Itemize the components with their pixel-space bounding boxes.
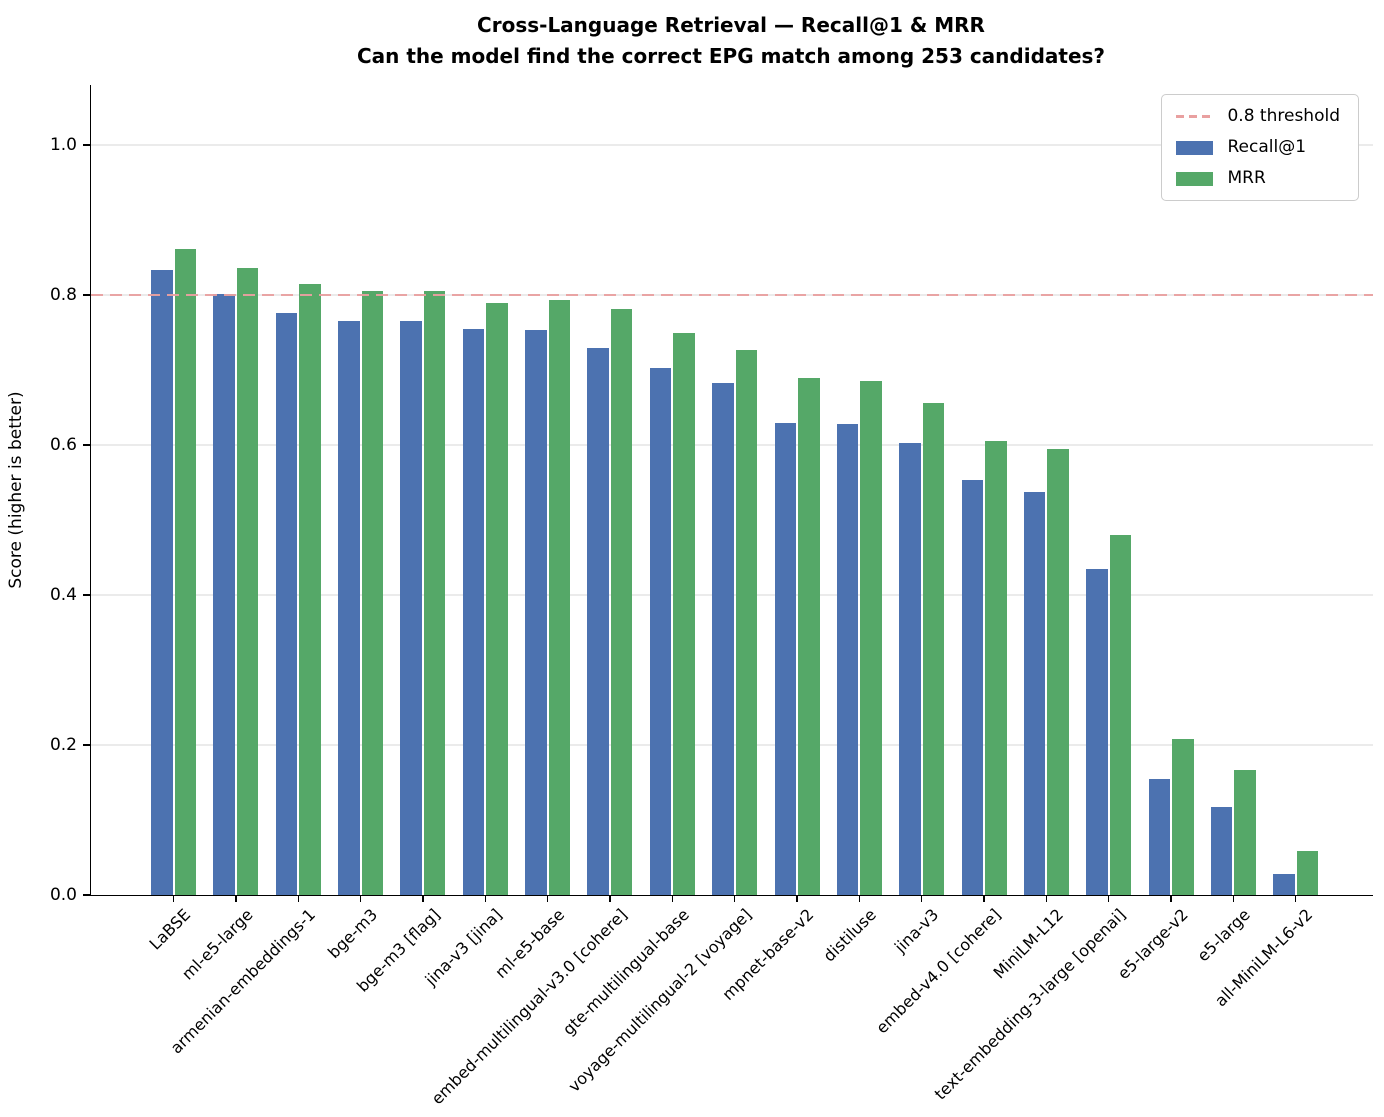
x-tick-mark-16 <box>1170 895 1172 902</box>
y-tick-label: 0.4 <box>49 585 77 605</box>
y-tick-label: 0.2 <box>49 735 77 755</box>
x-tick-mark-13 <box>983 895 985 902</box>
x-tick-mark-10 <box>796 895 798 902</box>
bar-mrr-1 <box>236 268 259 895</box>
x-tick-mark-7 <box>609 895 611 902</box>
bar-mrr-2 <box>299 283 321 895</box>
bar-recall-3 <box>338 321 360 895</box>
chart-title: Cross-Language Retrieval — Recall@1 & MR… <box>477 13 985 37</box>
x-tick-mark-8 <box>671 895 673 902</box>
bar-recall-0 <box>151 270 173 895</box>
recall-swatch <box>1176 140 1214 155</box>
bar-mrr-6 <box>548 300 571 895</box>
x-tick-mark-17 <box>1232 895 1235 902</box>
x-tick-mark-11 <box>858 895 861 902</box>
bar-recall-1 <box>213 293 235 895</box>
plot-area: 0.0 0.2 0.4 0.6 0.8 1.0 LaBSE ml-e5-large armen… <box>50 85 1373 1108</box>
x-tick-label: distiluse <box>819 905 880 966</box>
bar-mrr-10 <box>798 378 820 895</box>
bar-mrr-15 <box>1109 535 1132 895</box>
bar-recall-5 <box>462 328 485 895</box>
bar-recall-18 <box>1273 874 1295 895</box>
bar-mrr-17 <box>1234 769 1256 895</box>
legend-item-mrr: MRR <box>1176 168 1340 189</box>
y-tick-label: 0.8 <box>49 285 77 305</box>
bar-recall-16 <box>1148 778 1171 895</box>
legend-label-threshold: 0.8 threshold <box>1227 106 1340 126</box>
x-tick-label: bge-m3 <box>323 905 381 963</box>
bar-mrr-7 <box>610 309 633 895</box>
x-tick-mark-3 <box>359 895 362 902</box>
y-tick-mark-0.8 <box>83 294 91 296</box>
bar-mrr-14 <box>1047 448 1069 895</box>
legend: 0.8 threshold Recall@1 MRR <box>1161 94 1359 201</box>
bar-mrr-9 <box>735 349 758 895</box>
x-tick-label: gte-multilingual-base <box>558 905 693 1039</box>
threshold-line <box>91 293 1373 297</box>
bar-mrr-3 <box>361 290 384 895</box>
legend-item-threshold: 0.8 threshold <box>1176 106 1340 127</box>
bar-mrr-0 <box>174 248 196 895</box>
bar-recall-12 <box>899 442 921 895</box>
x-tick-mark-0 <box>172 895 175 902</box>
x-tick-mark-4 <box>422 895 424 902</box>
bar-recall-4 <box>400 321 422 895</box>
bar-mrr-16 <box>1172 739 1194 895</box>
x-tick-label: jina-v3 <box>890 905 943 957</box>
legend-label-mrr: MRR <box>1227 168 1266 188</box>
bar-recall-14 <box>1023 491 1046 895</box>
bar-recall-15 <box>1086 568 1108 895</box>
threshold-line-swatch <box>1176 115 1214 118</box>
y-tick-mark-0.4 <box>83 594 91 596</box>
bar-recall-10 <box>774 422 796 895</box>
x-tick-mark-2 <box>297 895 299 902</box>
bar-mrr-11 <box>860 380 882 895</box>
x-tick-label: LaBSE <box>145 905 194 954</box>
bar-mrr-18 <box>1296 850 1319 895</box>
y-axis-label: Score (higher is better) <box>6 391 26 589</box>
bar-recall-13 <box>961 479 984 895</box>
chart-subtitle: Can the model find the correct EPG match… <box>356 44 1106 68</box>
x-tick-mark-15 <box>1108 895 1110 902</box>
legend-item-recall: Recall@1 <box>1176 137 1340 158</box>
y-tick-mark-0.2 <box>83 744 91 746</box>
x-tick-mark-9 <box>733 895 736 902</box>
y-tick-mark-0.6 <box>83 444 91 446</box>
y-tick-label: 0.6 <box>49 435 77 455</box>
mrr-swatch <box>1176 171 1214 186</box>
chart-title-block: Cross-Language Retrieval — Recall@1 & MR… <box>90 10 1372 72</box>
x-tick-mark-1 <box>235 895 237 902</box>
bar-recall-2 <box>275 313 298 895</box>
gridline-1.0 <box>91 144 1373 146</box>
y-tick-label: 1.0 <box>49 135 77 155</box>
bar-recall-7 <box>587 347 609 895</box>
x-tick-mark-5 <box>484 895 486 902</box>
bar-recall-11 <box>836 424 859 895</box>
bar-mrr-8 <box>673 332 695 895</box>
bar-recall-17 <box>1210 806 1233 895</box>
bar-mrr-4 <box>423 290 446 895</box>
legend-label-recall: Recall@1 <box>1227 137 1307 157</box>
bar-recall-8 <box>649 367 672 895</box>
bar-mrr-12 <box>922 403 945 895</box>
y-tick-label: 0.0 <box>49 885 77 905</box>
bar-recall-9 <box>712 382 734 895</box>
bar-mrr-5 <box>486 302 508 895</box>
x-tick-mark-18 <box>1295 895 1297 902</box>
bar-mrr-13 <box>985 441 1007 895</box>
x-tick-mark-6 <box>546 895 549 902</box>
x-tick-label: e5-large <box>1193 905 1254 966</box>
x-tick-label: embed-v4.0 [cohere] <box>872 905 1005 1038</box>
x-tick-mark-14 <box>1045 895 1048 902</box>
bar-recall-6 <box>525 330 547 895</box>
x-tick-mark-12 <box>921 895 923 902</box>
y-tick-mark-1.0 <box>83 144 91 146</box>
y-tick-mark-0.0 <box>83 894 91 896</box>
